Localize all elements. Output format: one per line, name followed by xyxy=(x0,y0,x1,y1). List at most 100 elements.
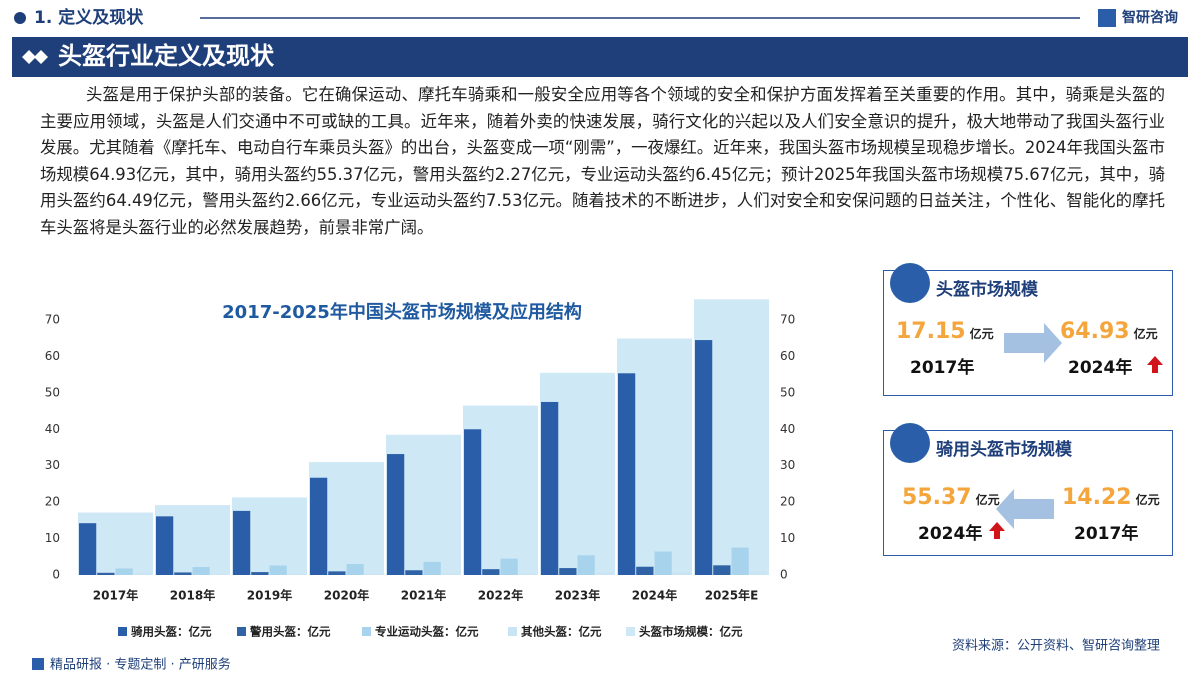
bar xyxy=(541,401,559,575)
panel-arrows xyxy=(989,489,1054,539)
bar xyxy=(174,572,192,575)
y-tick-label: 40 xyxy=(45,422,60,436)
bar xyxy=(115,568,133,575)
legend-swatch xyxy=(362,627,371,636)
legend-swatch xyxy=(626,627,635,636)
section-title: 1. 定义及现状 xyxy=(34,7,144,28)
y-tick-label: 60 xyxy=(45,349,60,363)
y-tick-label: 50 xyxy=(45,385,60,399)
bar xyxy=(577,555,595,575)
y-tick-label: 70 xyxy=(45,313,60,327)
value: 17.15 xyxy=(896,319,966,344)
services: 精品研报 · 专题定制 · 产研服务 xyxy=(50,657,231,673)
bar xyxy=(672,571,690,575)
legend-label: 警用头盔：亿元 xyxy=(249,625,331,639)
y2-tick-label: 0 xyxy=(780,568,788,582)
y2-tick-label: 70 xyxy=(780,313,795,327)
bar xyxy=(695,340,713,575)
bar xyxy=(210,574,228,575)
unit: 亿元 xyxy=(1135,493,1160,507)
legend-swatch xyxy=(118,627,127,636)
bar xyxy=(387,454,405,575)
bar xyxy=(441,573,459,575)
logo-icon xyxy=(1098,9,1116,27)
x-tick-label: 2022年 xyxy=(478,588,523,603)
bar xyxy=(97,572,115,575)
legend-label: 其他头盔：亿元 xyxy=(521,625,602,639)
bar xyxy=(79,523,97,575)
up-arrow xyxy=(1147,356,1163,373)
y2-tick-label: 60 xyxy=(780,349,795,363)
bar xyxy=(269,565,287,575)
legend-label: 头盔市场规模：亿元 xyxy=(639,625,743,639)
source: 资料来源：公开资料、智研咨询整理 xyxy=(952,639,1160,654)
unit: 亿元 xyxy=(969,327,994,341)
panel-year: 2017年 xyxy=(1074,524,1139,544)
bar xyxy=(405,570,423,575)
x-tick-label: 2019年 xyxy=(247,588,292,603)
panel-value: 64.93 亿元 xyxy=(1060,319,1158,344)
legend-swatch xyxy=(237,627,246,636)
bar xyxy=(251,572,269,575)
panel-year: 2017年 xyxy=(910,358,975,378)
value: 64.93 xyxy=(1060,319,1130,344)
bar xyxy=(364,573,382,575)
panel-icon xyxy=(890,263,930,303)
y2-tick-label: 50 xyxy=(780,385,795,399)
panel-year: 2024年 xyxy=(918,524,983,544)
chart: 2017-2025年中国头盔市场规模及应用结构 0 10 20 30 40 50 60 70 0… xyxy=(45,299,795,639)
legend-label: 骑用头盔：亿元 xyxy=(131,625,212,639)
panel-title: 骑用头盔市场规模 xyxy=(936,440,1072,460)
bar xyxy=(192,566,210,575)
header-graphics: 1. 定义及现状 智研咨询 头盔行业定义及现状 xyxy=(12,7,1188,77)
up-arrow xyxy=(989,522,1005,539)
bar xyxy=(346,564,364,575)
y-tick-label: 20 xyxy=(45,495,60,509)
bullet xyxy=(14,12,26,24)
bar xyxy=(233,510,251,575)
y-tick-label: 0 xyxy=(52,568,60,582)
bar xyxy=(328,571,346,575)
y2-tick-label: 20 xyxy=(780,495,795,509)
banner-title: 头盔行业定义及现状 xyxy=(58,42,275,70)
value: 55.37 xyxy=(902,485,972,510)
panel-header: 头盔市场规模 xyxy=(884,263,1172,303)
paragraph: 头盔是用于保护头部的装备。它在确保运动、摩托车骑乘和一般安全应用等各个领域的安全… xyxy=(40,85,1165,237)
legend-label: 专业运动头盔：亿元 xyxy=(375,625,479,639)
chart-title: 2017-2025年中国头盔市场规模及应用结构 xyxy=(222,301,582,323)
legend-swatch xyxy=(508,627,517,636)
bar xyxy=(713,565,731,575)
footer-bar xyxy=(0,656,1200,674)
panel-value: 14.22 亿元 xyxy=(1062,485,1160,510)
bar xyxy=(310,477,328,575)
panel: 骑用头盔市场规模 55.37 亿元 2024年 14.22 亿元 2017年 xyxy=(883,423,1173,556)
bar xyxy=(287,573,305,575)
value: 14.22 xyxy=(1062,485,1132,510)
panel-title: 头盔市场规模 xyxy=(936,280,1038,300)
bar xyxy=(595,572,613,575)
x-tick-label: 2025年E xyxy=(705,588,759,603)
bar xyxy=(636,566,654,575)
y2-tick-label: 30 xyxy=(780,458,795,472)
panel-icon xyxy=(890,423,930,463)
bar xyxy=(423,561,441,575)
banner xyxy=(12,37,1188,77)
arrow xyxy=(996,489,1054,529)
banner-icon xyxy=(22,50,48,64)
bar xyxy=(500,558,518,575)
bar xyxy=(482,569,500,575)
unit: 亿元 xyxy=(975,493,1000,507)
y-tick-label: 30 xyxy=(45,458,60,472)
bar xyxy=(518,573,536,575)
x-tick-label: 2018年 xyxy=(170,588,215,603)
panel: 头盔市场规模 17.15 亿元 2017年 64.93 亿元 2024年 xyxy=(883,263,1173,396)
footer-icon xyxy=(32,658,44,670)
x-tick-label: 2017年 xyxy=(93,588,138,603)
x-tick-label: 2023年 xyxy=(555,588,600,603)
panel-value: 55.37 亿元 xyxy=(902,485,1000,510)
bar xyxy=(731,547,749,575)
bar xyxy=(654,551,672,575)
bar xyxy=(464,429,482,575)
arrow xyxy=(1004,323,1062,363)
